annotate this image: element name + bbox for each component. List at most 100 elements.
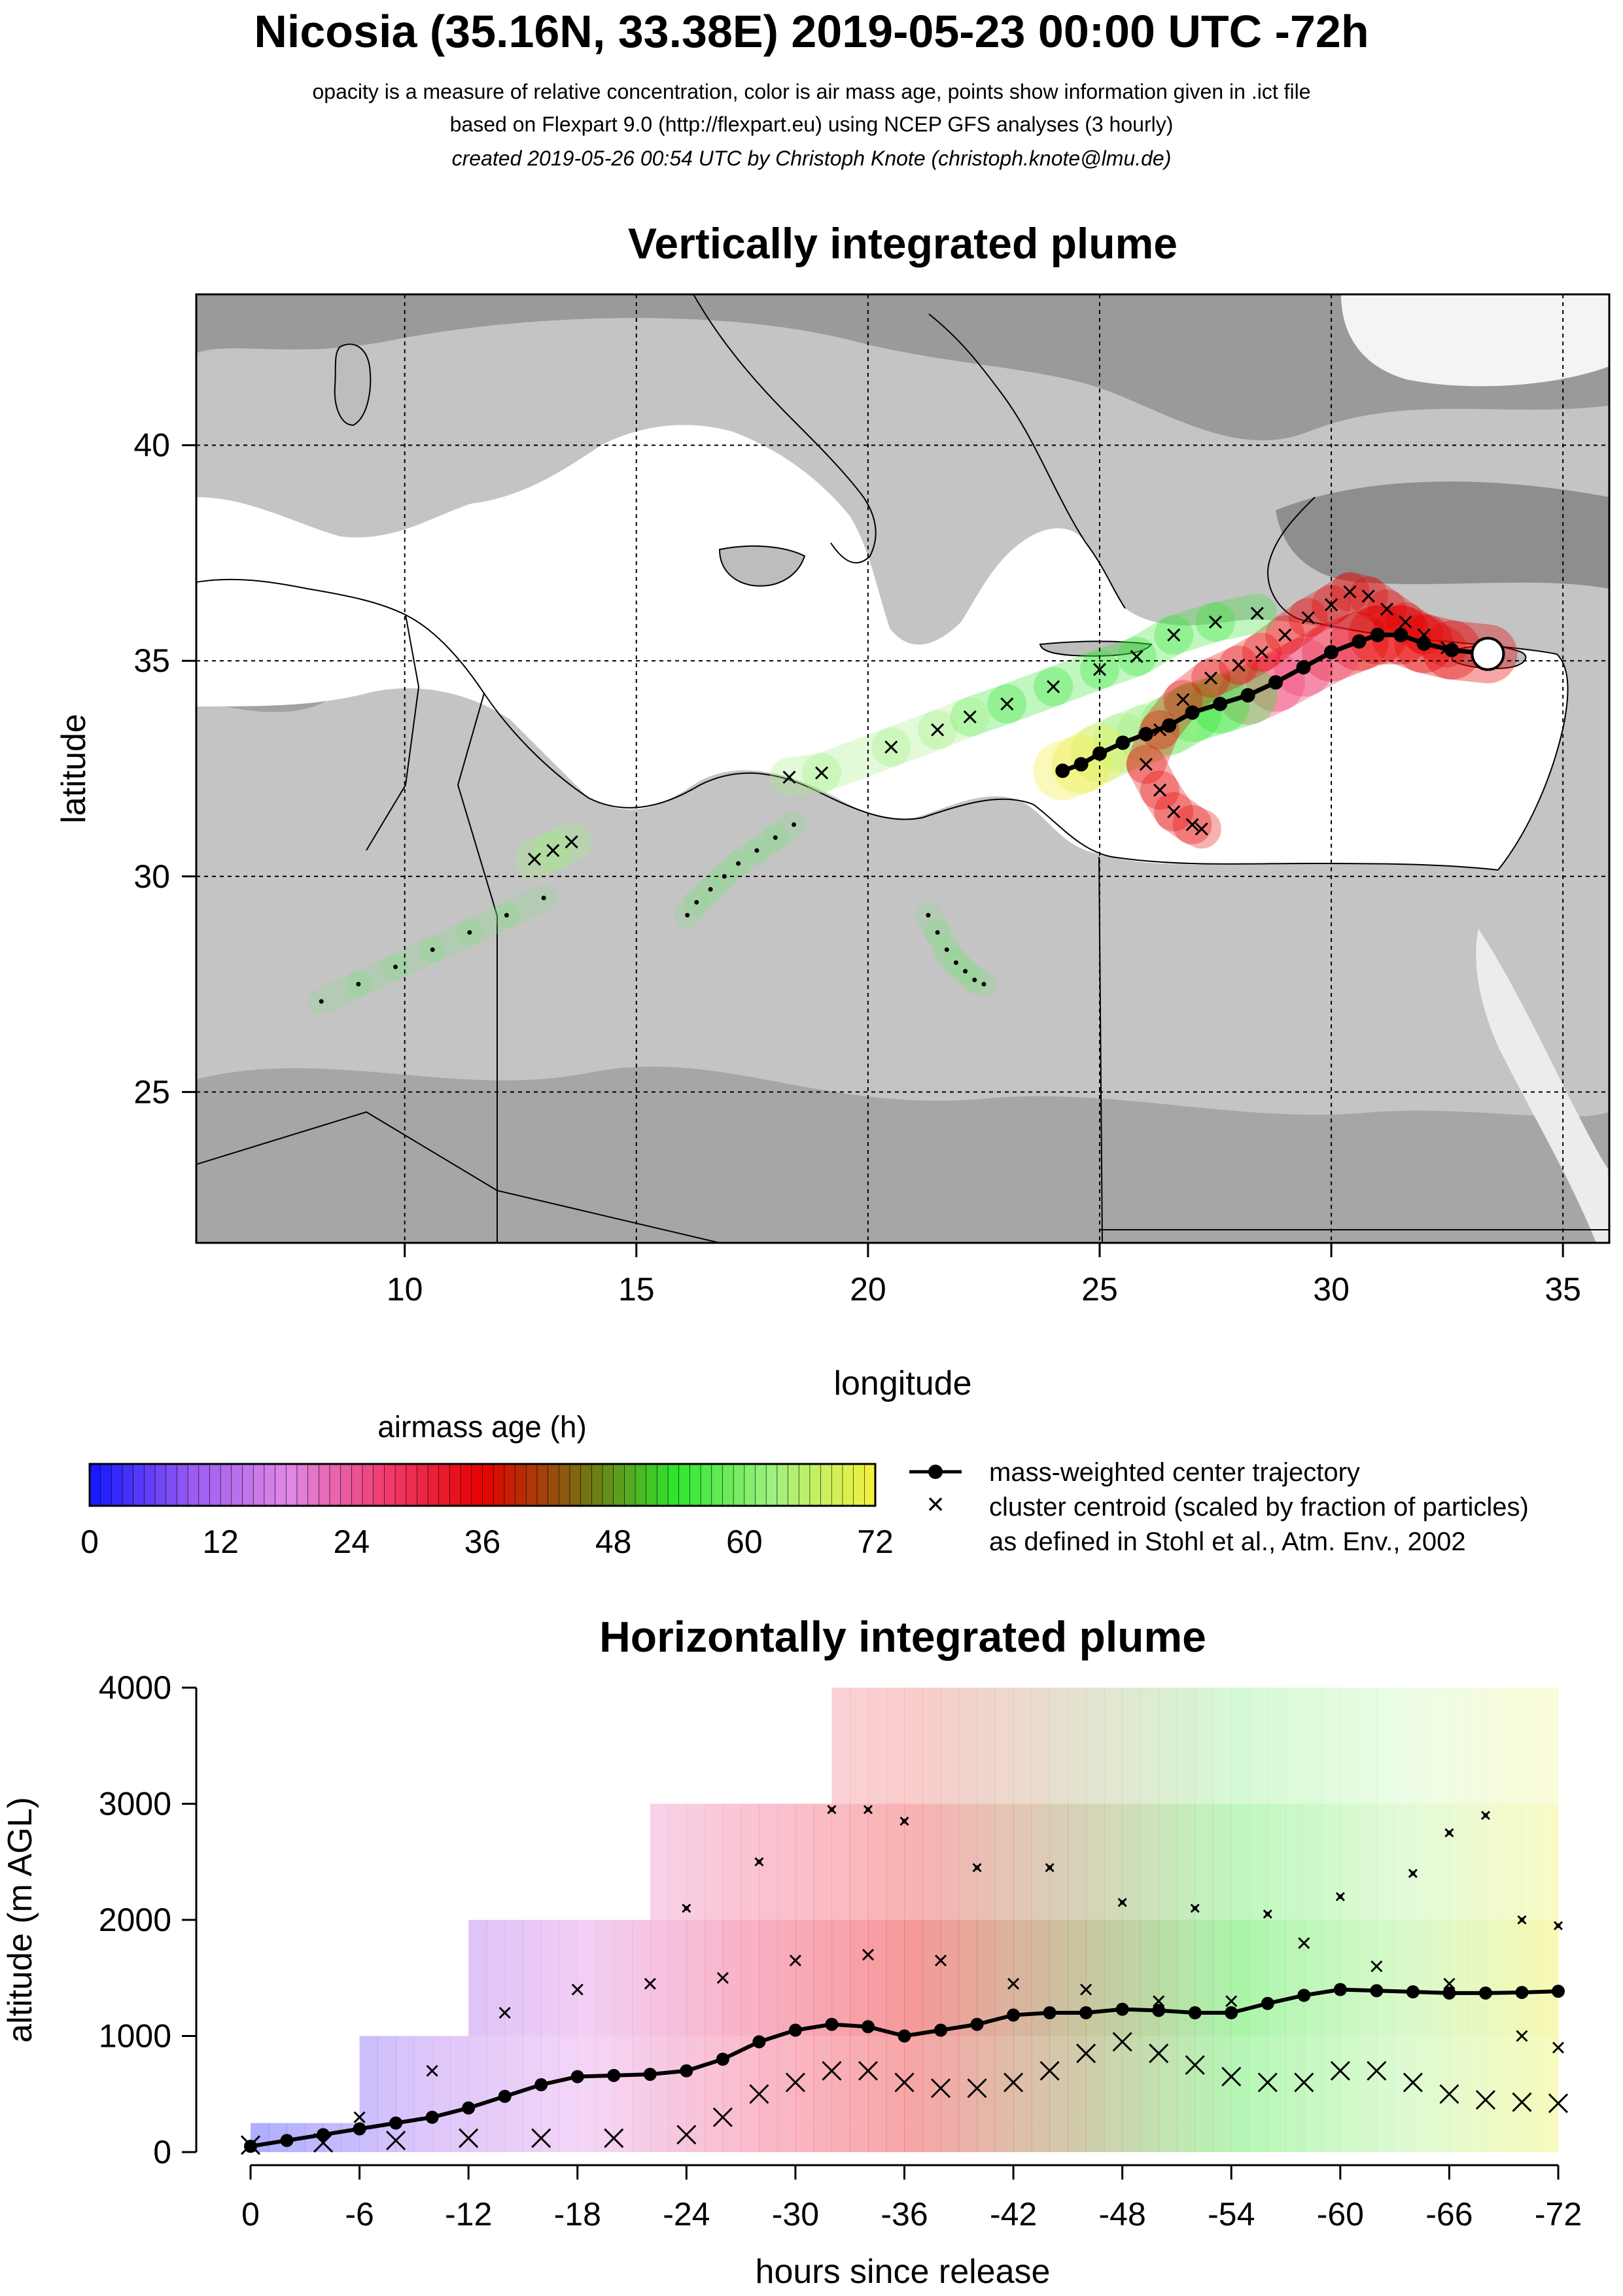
profile-shading-cell [1031,2123,1051,2152]
map-y-tick-label: 30 [133,858,170,895]
profile-top-cross [754,1857,764,1867]
map-x-tick-label: 30 [1313,1271,1350,1308]
plume-branch [1219,633,1282,685]
profile-shading-cell [1449,1688,1468,1804]
colorbar-segment [864,1463,876,1506]
map-trail-point [319,999,324,1004]
profile-shading-cell [1340,1688,1359,1804]
map-trail-point [356,982,361,987]
profile-y-tick-label: 1000 [99,2018,171,2055]
profile-x-tick-label: -42 [990,2196,1037,2233]
profile-shading-cell [1176,1803,1196,1920]
profile-shading-cell [413,2123,433,2152]
profile-shading-cell [1358,1803,1377,1920]
profile-shading-cell [504,2036,523,2123]
profile-shading-cell [432,2036,451,2123]
profile-shading-cell [1122,1688,1141,1804]
colorbar-tick-label: 48 [595,1523,632,1560]
profile-shading-cell [1086,1803,1105,1920]
map-panel-title: Vertically integrated plume [628,219,1178,268]
profile-center-dot [1370,1984,1384,1998]
profile-x-tick-label: -66 [1425,2196,1473,2233]
map-centroid-cross [1301,611,1315,625]
colorbar-segment [154,1463,167,1506]
profile-center-dot [498,2089,512,2103]
colorbar-segment [264,1463,276,1506]
profile-shading-cell [413,2036,433,2123]
profile-top-cross [1553,1921,1563,1930]
profile-shading-cell [1412,1688,1432,1804]
plume-branch [1126,710,1180,784]
profile-shading-cell [941,1803,960,1920]
profile-shading-cell [1449,2036,1468,2123]
profile-shading-cell [831,1803,850,1920]
profile-lower-cross [1439,2084,1459,2104]
profile-shading-cell [1449,2123,1468,2152]
map-centroid-cross [782,771,796,784]
plume-tail [493,884,557,929]
profile-shading-cell [1540,1688,1559,1804]
profile-upper-cross [789,1955,801,1967]
profile-shading-cell [1031,1803,1051,1920]
profile-lower-cross [1003,2072,1024,2093]
colorbar-frame [88,1463,877,1507]
coastline-sardinia [334,343,372,426]
profile-upper-cross [934,1955,947,1967]
profile-shading-cell [1249,1920,1268,2036]
profile-shading-cell [1485,2123,1505,2152]
map-centroid-cross [963,710,977,723]
legend-line-label: mass-weighted center trajectory [989,1458,1360,1487]
profile-shading-cell [759,1803,778,1920]
profile-shading-cell [922,1688,941,1804]
map-trail-point [504,913,509,918]
profile-shading-cell [1140,1803,1159,1920]
colorbar-segment [100,1463,113,1506]
profile-shading-cell [1340,1803,1359,1920]
coastline-greece [928,313,1126,609]
map-centroid-cross [1250,606,1264,620]
coastline-levant [1497,653,1569,871]
plume-tail [711,850,752,890]
profile-shading-cell [1322,1920,1341,2036]
map-trajectory-dot [1268,675,1283,690]
profile-shading-cell [1195,2123,1213,2152]
profile-shading-cell [886,2123,905,2152]
profile-upper-cross [1298,1937,1310,1949]
map-centroid-cross [1092,663,1107,676]
profile-x-axis: 0 -6 -12 -18 -24 -30 -36 -42 -48 -54 -60 -66 -72 [241,2164,1582,2233]
colorbar-segment [657,1463,669,1506]
plume-branch [1154,602,1236,655]
profile-shading-cell [1159,2123,1178,2152]
plume-tail [743,824,789,864]
terrain-patch-south [196,1066,1609,1243]
profile-upper-cross [1370,1960,1383,1973]
profile-shading-cell [941,2123,960,2152]
colorbar-segment [177,1463,189,1506]
profile-shading-cell [1358,1920,1377,2036]
profile-shading-cell [1376,1803,1395,1920]
profile-center-dot [1406,1985,1420,1999]
map-trail-point [541,896,546,901]
profile-upper-cross [862,1949,875,1961]
map-centroid-cross [1343,585,1357,599]
profile-center-dot [1552,1985,1565,1998]
profile-lower-cross [749,2084,769,2104]
terrain-patch-europe [196,294,1609,441]
colorbar-segment [318,1463,330,1506]
profile-lower-cross [1367,2061,1387,2081]
profile-shading-cell [1540,1803,1559,1920]
colorbar-segment [765,1463,778,1506]
colorbar-segment [471,1463,483,1506]
profile-shading-cell [1304,1920,1323,2036]
colorbar-segment [209,1463,222,1506]
profile-y-tick-label: 4000 [99,1669,171,1706]
profile-center-dot [280,2134,294,2148]
profile-shading-cell [1395,1803,1414,1920]
profile-shading-cell [958,1688,978,1804]
legend: mass-weighted center trajectory × cluste… [909,1458,1529,1556]
map-trajectory-dot [1393,627,1408,642]
profile-shading-cell [668,1803,687,1920]
profile-shading-cell [759,1920,778,2036]
map-centroid-cross [1139,757,1153,771]
profile-shading-cell [1485,1920,1505,2036]
